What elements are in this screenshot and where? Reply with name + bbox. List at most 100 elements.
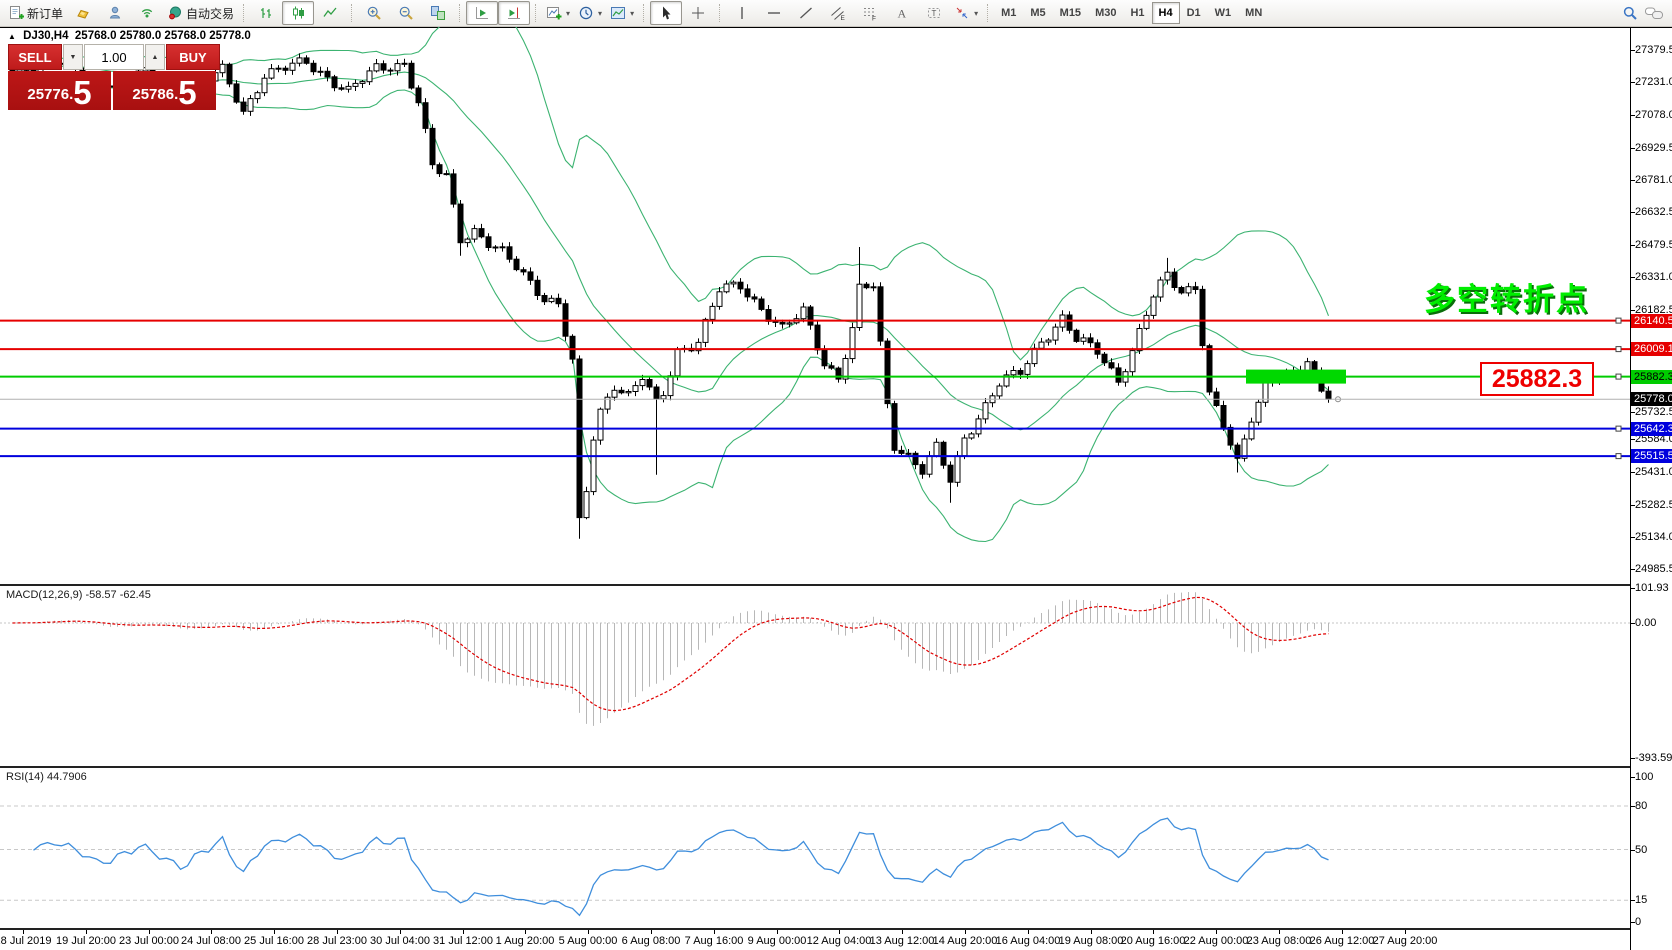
candle <box>1129 350 1136 373</box>
equidistant-channel-tool-button[interactable]: E <box>822 1 854 25</box>
volume-input[interactable] <box>84 44 144 70</box>
text-a-icon: A <box>898 7 907 21</box>
price-axis-tick: 25584.0 <box>1635 433 1672 445</box>
axis-tick-mark <box>1631 115 1635 116</box>
buy-price-display[interactable]: 25786. 5 <box>113 71 216 110</box>
crosshair-tool-button[interactable] <box>682 1 714 25</box>
rsi-panel-chart[interactable] <box>0 768 1630 928</box>
timeframe-M5[interactable]: M5 <box>1030 7 1046 19</box>
clock-icon <box>579 6 593 20</box>
panel-separator[interactable] <box>0 928 1672 930</box>
candle <box>1157 279 1164 298</box>
cursor-icon <box>663 6 671 20</box>
candle <box>821 349 828 367</box>
candle <box>632 385 639 393</box>
tile-windows-button[interactable] <box>422 1 454 25</box>
line-handle[interactable] <box>1615 453 1622 460</box>
price-axis-tick: 26632.5 <box>1635 206 1672 218</box>
line-handle[interactable] <box>1615 373 1622 380</box>
timeframe-H1[interactable]: H1 <box>1130 7 1145 19</box>
auto-scroll-icon <box>476 7 489 19</box>
vertical-line-tool-button[interactable] <box>726 1 758 25</box>
main-price-chart[interactable] <box>0 26 1630 584</box>
line-chart-style-button[interactable] <box>314 1 346 25</box>
timeframe-M15[interactable]: M15 <box>1059 7 1082 19</box>
candle <box>849 327 856 360</box>
signals-button[interactable] <box>131 1 163 25</box>
timeframe-M30[interactable]: M30 <box>1095 7 1117 19</box>
periods-button[interactable]: ▾ <box>574 1 606 25</box>
time-axis-label: 22 Aug 00:00 <box>1183 935 1249 947</box>
timeframe-M1[interactable]: M1 <box>1001 7 1017 19</box>
candle <box>254 92 261 100</box>
candle <box>618 389 625 394</box>
candle <box>604 396 611 410</box>
cursor-tool-button[interactable] <box>650 1 683 25</box>
template-icon <box>611 7 626 19</box>
line-handle[interactable] <box>1615 425 1622 432</box>
horizontal-line-tool-button[interactable] <box>758 1 790 25</box>
axis-tick-mark <box>1631 623 1635 624</box>
macd-panel-chart[interactable] <box>0 586 1630 766</box>
candlestick-style-button[interactable] <box>282 1 315 25</box>
arrows-tool-button[interactable]: ▾ <box>950 1 982 25</box>
timeframe-H4[interactable]: H4 <box>1151 2 1180 24</box>
community-button[interactable] <box>99 1 131 25</box>
candle <box>275 67 282 70</box>
line-handle[interactable] <box>1615 317 1622 324</box>
text-tool-button[interactable]: A <box>886 1 918 25</box>
panel-separator[interactable] <box>0 766 1672 768</box>
indicators-button[interactable]: ▾ <box>542 1 574 25</box>
chat-icon[interactable] <box>1644 5 1664 21</box>
price-line-callout[interactable]: 25882.3 <box>1480 362 1594 396</box>
candle <box>660 395 667 400</box>
candle <box>296 57 303 64</box>
time-axis: 18 Jul 2019 19 Jul 20:00 23 Jul 00:00 24 Ju… <box>0 930 1630 950</box>
zoom-in-button[interactable] <box>358 1 390 25</box>
volume-decrease-button[interactable]: ▼ <box>63 44 83 70</box>
label-tool-button[interactable]: T <box>918 1 950 25</box>
templates-button[interactable]: ▾ <box>606 1 638 25</box>
time-tick-mark <box>463 930 464 934</box>
metaeditor-button[interactable] <box>67 1 99 25</box>
buy-price-head: 25786. <box>132 86 179 103</box>
axis-tick-mark <box>1631 82 1635 83</box>
time-tick-mark <box>588 930 589 934</box>
time-tick-mark <box>1342 930 1343 934</box>
zoom-out-button[interactable] <box>390 1 422 25</box>
chart-annotation-text[interactable]: 多空转折点 <box>1424 282 1589 317</box>
highlight-rectangle[interactable] <box>1246 369 1346 384</box>
candle <box>429 127 436 166</box>
candle <box>1136 328 1143 352</box>
search-icon[interactable] <box>1622 5 1638 21</box>
sell-price-display[interactable]: 25776. 5 <box>8 71 111 110</box>
new-order-button[interactable]: 新订单 <box>4 1 67 25</box>
candle <box>814 324 821 351</box>
panel-separator[interactable] <box>0 584 1672 586</box>
timeframe-W1[interactable]: W1 <box>1214 7 1232 19</box>
candle <box>779 321 786 325</box>
candle <box>1143 314 1150 329</box>
candle <box>653 386 660 400</box>
volume-increase-button[interactable]: ▲ <box>145 44 165 70</box>
sell-price-head: 25776. <box>27 86 74 103</box>
trendline-tool-button[interactable] <box>790 1 822 25</box>
fibonacci-tool-button[interactable]: F <box>854 1 886 25</box>
line-handle[interactable] <box>1615 346 1622 353</box>
dropdown-caret-icon: ▾ <box>630 8 635 18</box>
chart-shift-button[interactable] <box>498 1 531 25</box>
buy-button[interactable]: BUY <box>166 44 220 70</box>
timeframe-D1[interactable]: D1 <box>1186 7 1201 19</box>
bar-chart-style-button[interactable] <box>250 1 282 25</box>
macd-axis-tick: -393.59 <box>1635 752 1672 764</box>
bollinger-lower-band <box>26 73 1329 543</box>
autotrading-button[interactable]: 自动交易 <box>163 1 238 25</box>
sell-button[interactable]: SELL <box>8 44 62 70</box>
timeframe-MN[interactable]: MN <box>1245 7 1263 19</box>
auto-scroll-button[interactable] <box>466 1 499 25</box>
price-axis-badge: 25882.3 <box>1631 370 1672 384</box>
chart-shift-icon <box>508 7 521 19</box>
candle <box>1115 367 1122 383</box>
candle <box>723 283 730 293</box>
panel-collapse-icon[interactable]: ▲ <box>8 32 16 41</box>
